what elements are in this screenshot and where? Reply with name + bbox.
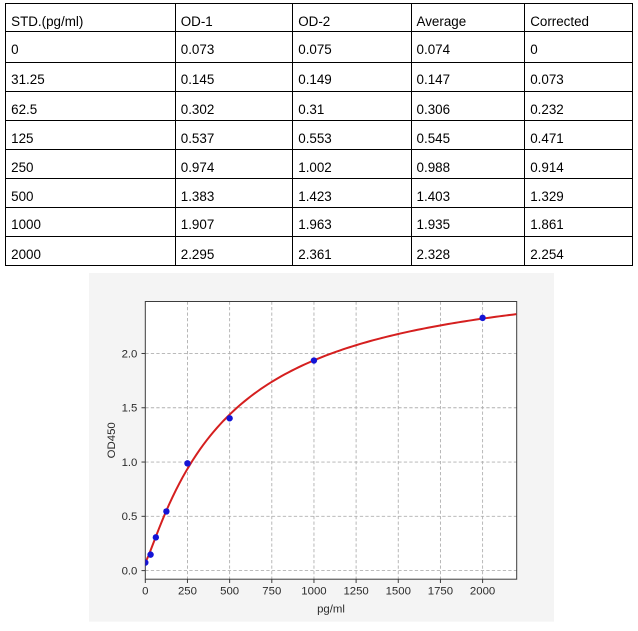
svg-text:pg/ml: pg/ml [317, 603, 345, 615]
svg-text:250: 250 [178, 586, 197, 598]
svg-text:500: 500 [220, 586, 239, 598]
svg-text:1750: 1750 [428, 586, 453, 598]
svg-text:1.5: 1.5 [122, 403, 138, 415]
svg-text:1.0: 1.0 [122, 457, 138, 469]
svg-text:0: 0 [142, 586, 148, 598]
svg-text:1000: 1000 [301, 586, 326, 598]
svg-text:1500: 1500 [386, 586, 411, 598]
svg-text:0.5: 0.5 [122, 511, 138, 523]
svg-text:750: 750 [262, 586, 281, 598]
svg-text:2.0: 2.0 [122, 348, 138, 360]
svg-text:OD450: OD450 [106, 422, 118, 458]
svg-text:1250: 1250 [343, 586, 368, 598]
svg-text:0.0: 0.0 [122, 565, 138, 577]
svg-text:2000: 2000 [470, 586, 495, 598]
